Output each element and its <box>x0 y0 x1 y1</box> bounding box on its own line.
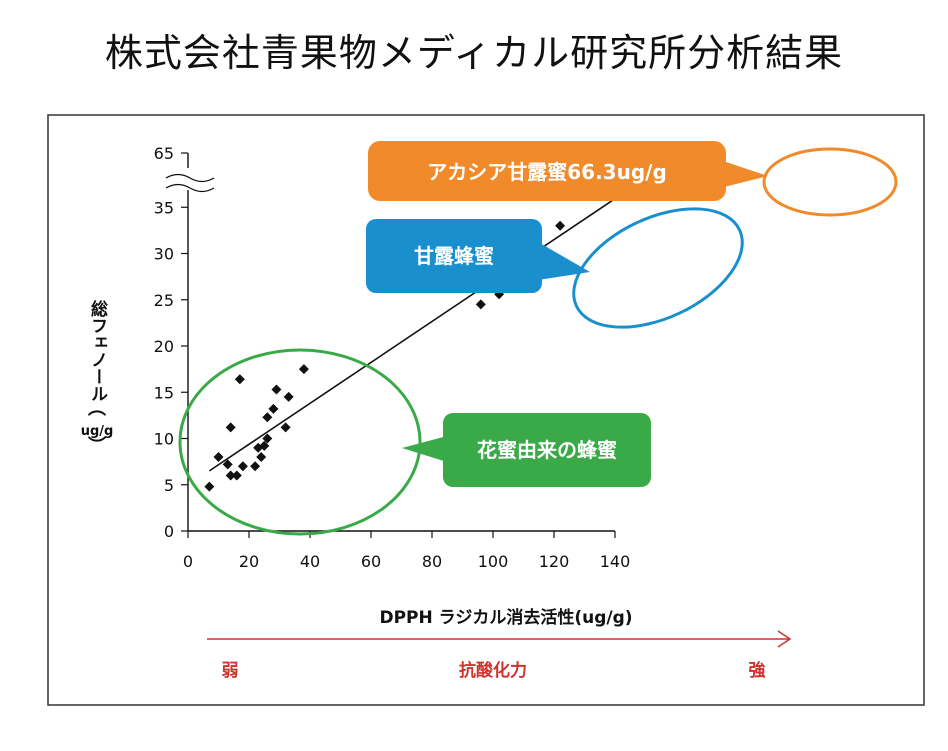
data-point <box>262 412 273 423</box>
flower-honey-ellipse <box>178 348 422 536</box>
acacia-ellipse <box>762 147 898 217</box>
y-tick-label: 65 <box>154 144 174 163</box>
chart-frame <box>47 114 925 706</box>
data-point <box>298 364 309 375</box>
y-tick-label: 25 <box>154 291 174 310</box>
x-tick-label: 80 <box>422 552 442 571</box>
honeydew-callout-label: 甘露蜂蜜 <box>414 244 494 268</box>
y-tick-label: 35 <box>154 198 174 217</box>
x-tick-label: 0 <box>183 552 193 571</box>
strength-scale: 弱 抗酸化力 強 <box>207 630 792 681</box>
y-axis-title: 総フェノール ︵ ug/g ︶ <box>81 299 114 457</box>
x-axis-ticks: 0 20 40 60 80 100 120 140 <box>183 531 630 571</box>
trend-line <box>208 171 656 472</box>
data-point <box>213 452 224 462</box>
x-tick-label: 60 <box>361 552 381 571</box>
strength-weak-label: 弱 <box>222 661 239 681</box>
honeydew-callout: 甘露蜂蜜 <box>366 219 590 293</box>
data-point <box>268 403 279 414</box>
y-axis-title-main: 総フェノール <box>87 299 108 402</box>
data-point <box>283 391 294 402</box>
data-point <box>256 452 267 462</box>
y-tick-label: 30 <box>154 245 174 264</box>
y-axis-break <box>165 173 215 193</box>
x-tick-label: 40 <box>300 552 320 571</box>
x-axis-title: DPPH ラジカル消去活性(ug/g) <box>379 607 632 628</box>
y-tick-label: 20 <box>154 337 174 356</box>
data-point <box>237 461 248 472</box>
y-axis-title-unit: ug/g <box>81 424 114 439</box>
data-point <box>231 470 242 481</box>
flower-honey-callout: 花蜜由来の蜂蜜 <box>402 413 651 487</box>
data-point <box>222 459 233 470</box>
y-axis-ticks: 0 5 10 15 20 25 30 35 65 <box>154 144 188 541</box>
data-point <box>225 470 236 481</box>
data-point <box>271 384 282 395</box>
x-tick-label: 140 <box>600 552 631 571</box>
data-point <box>204 481 215 492</box>
x-tick-label: 100 <box>478 552 509 571</box>
acacia-callout-label: アカシア甘露蜜66.3ug/g <box>427 160 667 184</box>
strength-middle-label: 抗酸化力 <box>459 660 527 681</box>
x-tick-label: 20 <box>239 552 259 571</box>
y-tick-label: 0 <box>164 522 174 541</box>
data-point <box>225 422 236 433</box>
flower-honey-callout-label: 花蜜由来の蜂蜜 <box>477 438 617 462</box>
data-point <box>250 461 261 472</box>
data-point <box>555 220 566 231</box>
y-axis-paren-open: ︵ <box>88 398 106 419</box>
page-title: 株式会社青果物メディカル研究所分析結果 <box>104 31 844 75</box>
y-tick-label: 5 <box>164 476 174 495</box>
y-tick-label: 10 <box>154 430 174 449</box>
data-point <box>234 374 245 385</box>
data-point <box>475 299 486 310</box>
acacia-callout: アカシア甘露蜜66.3ug/g <box>368 141 768 201</box>
data-point <box>280 422 291 433</box>
strength-strong-label: 強 <box>749 660 766 681</box>
y-tick-label: 15 <box>154 383 174 402</box>
data-point <box>262 433 273 444</box>
data-point <box>259 440 270 451</box>
honeydew-ellipse <box>572 207 744 329</box>
x-tick-label: 120 <box>539 552 570 571</box>
y-axis-paren-close: ︶ <box>88 435 106 457</box>
